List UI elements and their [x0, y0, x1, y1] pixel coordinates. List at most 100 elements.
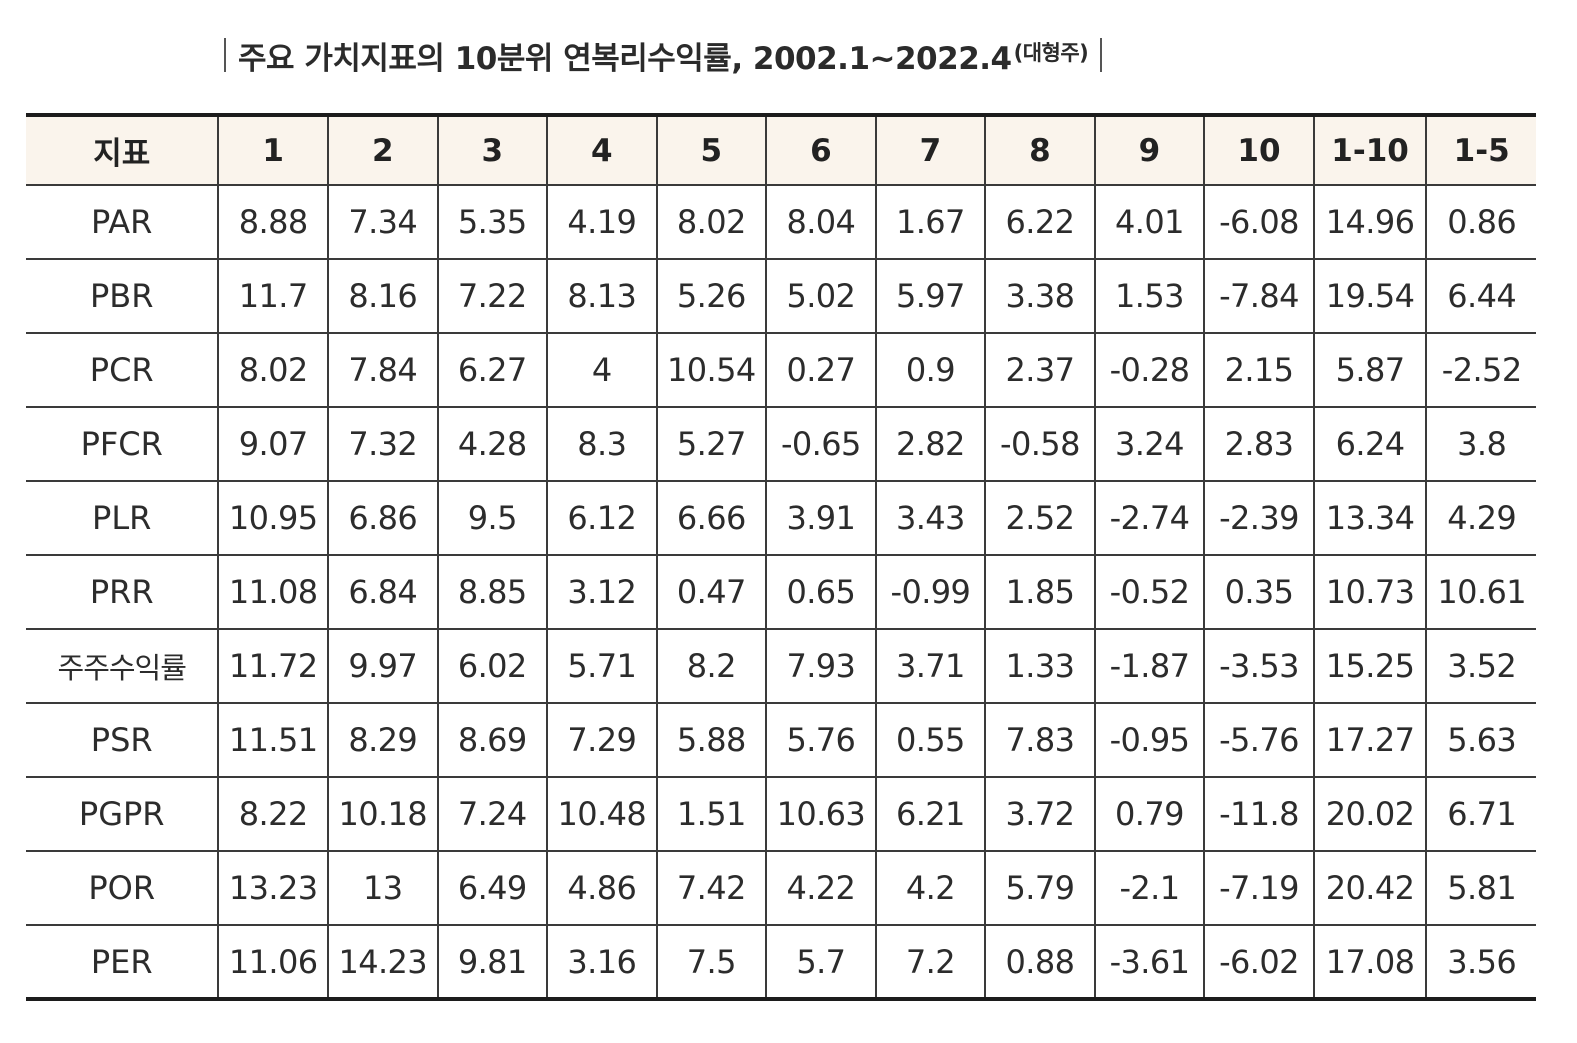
table-cell: 7.93 [765, 629, 876, 704]
table-cell: -1.87 [1093, 629, 1205, 704]
table-cell: 4 [546, 333, 657, 408]
table-cell: -2.74 [1093, 481, 1205, 556]
table-cell: 4.2 [874, 851, 986, 926]
row-label: PCR [26, 333, 219, 408]
table-cell: -0.99 [874, 555, 986, 630]
table-cell: 0.9 [874, 333, 986, 408]
header-cell-7: 7 [874, 115, 986, 186]
header-cell-1-5: 1-5 [1425, 115, 1536, 186]
table-cell: 17.08 [1312, 925, 1427, 999]
table-cell: 2.37 [984, 333, 1095, 408]
table-cell: -0.58 [984, 407, 1095, 482]
table-cell: 7.84 [326, 333, 438, 408]
table-cell: 0.55 [874, 703, 986, 778]
header-cell-8: 8 [984, 115, 1095, 186]
table-cell: 3.38 [984, 259, 1095, 334]
table-cell: 17.27 [1312, 703, 1427, 778]
table-cell: 5.88 [655, 703, 767, 778]
table-cell: 6.22 [984, 185, 1095, 260]
table-cell: 3.52 [1425, 629, 1536, 704]
table-cell: 20.02 [1312, 777, 1427, 852]
table-cell: 3.12 [546, 555, 657, 630]
table-cell: 7.22 [436, 259, 548, 334]
table-cell: -3.61 [1093, 925, 1205, 999]
table-title: 주요 가치지표의 10분위 연복리수익률, 2002.1~2022.4 (대형주… [212, 30, 1114, 80]
table-cell: 14.96 [1312, 185, 1427, 260]
row-label: PRR [26, 555, 219, 630]
table-cell: 8.04 [765, 185, 876, 260]
table-cell: 5.71 [546, 629, 657, 704]
table-cell: -2.39 [1203, 481, 1314, 556]
table-cell: 10.73 [1312, 555, 1427, 630]
title-bar-left [224, 38, 226, 72]
table-cell: 10.61 [1425, 555, 1536, 630]
table-cell: -6.08 [1203, 185, 1314, 260]
table-cell: 13 [326, 851, 438, 926]
table-cell: 5.63 [1425, 703, 1536, 778]
table-cell: -5.76 [1203, 703, 1314, 778]
table-cell: 1.67 [874, 185, 986, 260]
table-cell: 7.34 [326, 185, 438, 260]
row-label: PER [90, 942, 153, 981]
table-cell: -2.52 [1425, 333, 1536, 408]
table-cell: 11.7 [217, 259, 328, 334]
header-cell-3: 3 [436, 115, 548, 186]
table-cell: -0.95 [1093, 703, 1205, 778]
row-label: PLR [26, 481, 219, 556]
table-cell: 7.24 [436, 777, 548, 852]
table-cell: 4.86 [546, 851, 657, 926]
table-cell: 3.56 [1425, 925, 1536, 999]
table-cell: 10.95 [217, 481, 328, 556]
table-cell: 6.02 [436, 629, 548, 704]
table-cell: 10.63 [765, 777, 876, 852]
table-row: PER 11.06 14.23 9.81 3.16 7.5 5.7 7.2 0.88 -3.61-… [26, 925, 1536, 999]
table-cell: 7.83 [984, 703, 1095, 778]
table-cell: 5.97 [874, 259, 986, 334]
header-row: 지표 1 2 3 4 5 6 7 8 9 10 1-10 1-5 [26, 115, 1536, 186]
table-cell: 8.16 [326, 259, 438, 334]
table-cell: 1.33 [984, 629, 1095, 704]
table-row: PRR 11.08 6.84 8.85 3.12 0.47 0.65 -0.99 1.85 -0.… [26, 555, 1536, 630]
table-cell: 2.83 [1203, 407, 1314, 482]
header-cell-1-10: 1-10 [1312, 115, 1427, 186]
table-cell: 4.22 [765, 851, 876, 926]
table-cell: 10.48 [546, 777, 657, 852]
table-cell: 9.81 [436, 925, 548, 999]
table-cell: 9.07 [217, 407, 328, 482]
table-cell: 8.69 [436, 703, 548, 778]
table-row: 주주수익률 11.72 9.97 6.02 5.71 8.2 7.93 3.71 1.33 -1.… [26, 629, 1536, 704]
row-label: PBR [26, 259, 219, 334]
table-row: PBR 11.7 8.16 7.22 8.13 5.26 5.02 5.97 3.38 1.53-… [26, 259, 1536, 334]
table-cell: 10.18 [326, 777, 438, 852]
table-row: PCR 8.02 7.84 6.27 4 10.54 0.27 0.9 2.37 -0.28 2.1… [26, 333, 1536, 408]
table-cell: 3.91 [765, 481, 876, 556]
table-cell: -0.65 [765, 407, 876, 482]
table-cell: 8.85 [436, 555, 548, 630]
table-cell: 5.7 [765, 925, 876, 999]
header-cell-1: 1 [217, 115, 328, 186]
table-cell: 5.79 [984, 851, 1095, 926]
table-cell: 9.5 [436, 481, 548, 556]
table-cell: 6.27 [436, 333, 548, 408]
table-cell: -7.19 [1203, 851, 1314, 926]
table-cell: 1.85 [984, 555, 1095, 630]
table-cell: 5.27 [655, 407, 767, 482]
table-cell: 1.53 [1093, 259, 1205, 334]
table-body: PAR 8.88 7.34 5.35 4.19 8.02 8.04 1.67 6.22 4.01-… [26, 185, 1536, 999]
table-cell: 11.72 [217, 629, 328, 704]
table-cell: 8.3 [546, 407, 657, 482]
table-cell: 4.28 [436, 407, 548, 482]
table-cell: 14.23 [326, 925, 438, 999]
header-cell-4: 4 [546, 115, 657, 186]
table-cell: 4.19 [546, 185, 657, 260]
table-cell: 8.13 [546, 259, 657, 334]
decile-returns-table: 지표 1 2 3 4 5 6 7 8 9 10 1-10 1-5 PAR 8.88 7.34 5.35 4.19… [26, 113, 1536, 1001]
table-cell: -0.28 [1093, 333, 1205, 408]
table-cell: 3.72 [984, 777, 1095, 852]
table-cell: -2.1 [1093, 851, 1205, 926]
table-cell: 7.5 [655, 925, 767, 999]
header-cell-indicator: 지표 [26, 115, 219, 186]
table-cell: 13.34 [1312, 481, 1427, 556]
table-cell: 2.52 [984, 481, 1095, 556]
header-cell-9: 9 [1093, 115, 1205, 186]
